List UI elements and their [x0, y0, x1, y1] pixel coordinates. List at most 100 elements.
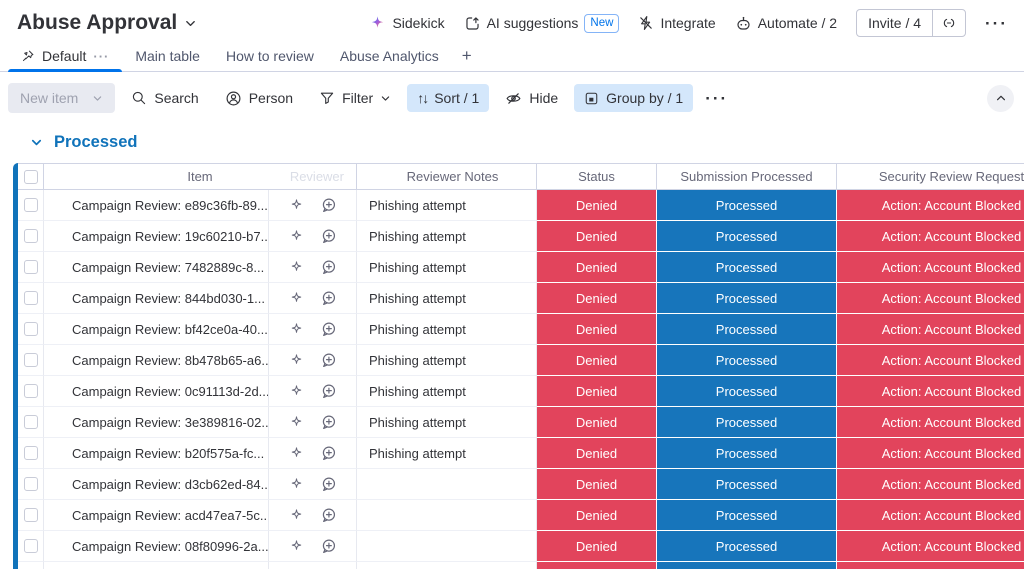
submission-processed-cell[interactable]: Processed: [657, 252, 837, 283]
submission-processed-cell[interactable]: Processed: [657, 469, 837, 500]
collapse-toolbar-button[interactable]: [987, 84, 1014, 112]
row-checkbox[interactable]: [23, 198, 38, 212]
row-checkbox[interactable]: [23, 415, 38, 429]
security-review-request-cell[interactable]: Action: Account Blocked: [837, 469, 1024, 500]
add-update-bubble-icon[interactable]: [320, 197, 337, 214]
row-checkbox[interactable]: [23, 291, 38, 305]
reviewer-notes-cell[interactable]: [357, 469, 537, 500]
sidekick-sparkle-icon[interactable]: [288, 507, 305, 524]
toolbar-more-menu[interactable]: ···: [705, 88, 729, 108]
sort-button[interactable]: ↑↓ Sort / 1: [407, 84, 490, 112]
copy-link-button[interactable]: [933, 10, 965, 36]
hide-button[interactable]: Hide: [495, 84, 568, 113]
status-cell[interactable]: Denied: [537, 469, 657, 500]
reviewer-notes-cell[interactable]: [357, 531, 537, 562]
group-by-button[interactable]: Group by / 1: [574, 84, 694, 112]
group-header-processed[interactable]: Processed: [0, 123, 1024, 163]
chevron-down-icon[interactable]: [30, 136, 43, 149]
ai-suggestions-button[interactable]: AI suggestions New: [464, 13, 620, 33]
tab-default[interactable]: Default ···: [8, 41, 123, 72]
add-update-bubble-icon[interactable]: [320, 259, 337, 276]
security-review-request-cell[interactable]: Action: Account Blocked: [837, 562, 1024, 569]
security-review-request-cell[interactable]: Action: Account Blocked: [837, 221, 1024, 252]
item-name-cell[interactable]: Campaign Review: bf42ce0a-40...: [44, 314, 269, 345]
chevron-down-icon[interactable]: [380, 93, 391, 104]
submission-processed-cell[interactable]: Processed: [657, 376, 837, 407]
invite-button[interactable]: Invite / 4: [857, 10, 934, 36]
add-update-bubble-icon[interactable]: [320, 414, 337, 431]
item-name-cell[interactable]: Campaign Review: d3cb62ed-84...: [44, 469, 269, 500]
status-cell[interactable]: Denied: [537, 345, 657, 376]
reviewer-notes-cell[interactable]: Phishing attempt: [357, 252, 537, 283]
item-name-cell[interactable]: [44, 562, 269, 569]
submission-processed-cell[interactable]: Processed: [657, 190, 837, 221]
chevron-down-icon[interactable]: [92, 93, 103, 104]
submission-processed-cell[interactable]: Processed: [657, 562, 837, 569]
item-name-cell[interactable]: Campaign Review: 8b478b65-a6...: [44, 345, 269, 376]
column-header-security-review-request[interactable]: Security Review Request: [837, 164, 1024, 189]
new-item-button[interactable]: New item: [8, 83, 116, 113]
add-update-bubble-icon[interactable]: [320, 290, 337, 307]
item-name-cell[interactable]: Campaign Review: 3e389816-02...: [44, 407, 269, 438]
status-cell[interactable]: Denied: [537, 376, 657, 407]
add-update-bubble-icon[interactable]: [320, 538, 337, 555]
security-review-request-cell[interactable]: Action: Account Blocked: [837, 252, 1024, 283]
row-checkbox[interactable]: [23, 477, 38, 491]
row-checkbox[interactable]: [23, 260, 38, 274]
item-name-cell[interactable]: Campaign Review: e89c36fb-89...: [44, 190, 269, 221]
submission-processed-cell[interactable]: Processed: [657, 345, 837, 376]
search-button[interactable]: Search: [121, 84, 208, 112]
item-name-cell[interactable]: Campaign Review: 844bd030-1...: [44, 283, 269, 314]
status-cell[interactable]: Denied: [537, 314, 657, 345]
sidekick-sparkle-icon[interactable]: [288, 290, 305, 307]
select-all-checkbox[interactable]: [23, 169, 38, 184]
security-review-request-cell[interactable]: Action: Account Blocked: [837, 500, 1024, 531]
sidekick-sparkle-icon[interactable]: [288, 383, 305, 400]
sidekick-button[interactable]: Sidekick: [369, 15, 445, 32]
security-review-request-cell[interactable]: Action: Account Blocked: [837, 345, 1024, 376]
add-update-bubble-icon[interactable]: [320, 228, 337, 245]
reviewer-notes-cell[interactable]: Phishing attempt: [357, 190, 537, 221]
item-name-cell[interactable]: Campaign Review: 19c60210-b7...: [44, 221, 269, 252]
submission-processed-cell[interactable]: Processed: [657, 407, 837, 438]
status-cell[interactable]: Denied: [537, 190, 657, 221]
status-cell[interactable]: Denied: [537, 562, 657, 569]
sidekick-sparkle-icon[interactable]: [288, 321, 305, 338]
status-cell[interactable]: Denied: [537, 500, 657, 531]
integrate-button[interactable]: Integrate: [638, 15, 716, 31]
security-review-request-cell[interactable]: Action: Account Blocked: [837, 438, 1024, 469]
item-name-cell[interactable]: Campaign Review: 0c91113d-2d...: [44, 376, 269, 407]
add-update-bubble-icon[interactable]: [320, 383, 337, 400]
row-checkbox[interactable]: [23, 508, 38, 522]
reviewer-notes-cell[interactable]: Phishing attempt: [357, 345, 537, 376]
tab-default-menu[interactable]: ···: [93, 48, 110, 64]
reviewer-notes-cell[interactable]: [357, 562, 537, 569]
sidekick-sparkle-icon[interactable]: [288, 228, 305, 245]
column-header-submission-processed[interactable]: Submission Processed: [657, 164, 837, 189]
filter-button[interactable]: Filter: [309, 84, 401, 112]
column-header-item[interactable]: Item Reviewer: [44, 164, 357, 189]
tab-abuse-analytics[interactable]: Abuse Analytics: [327, 41, 452, 71]
security-review-request-cell[interactable]: Action: Account Blocked: [837, 314, 1024, 345]
row-checkbox[interactable]: [23, 446, 38, 460]
automate-button[interactable]: Automate / 2: [735, 15, 837, 32]
row-checkbox[interactable]: [23, 322, 38, 336]
security-review-request-cell[interactable]: Action: Account Blocked: [837, 283, 1024, 314]
row-checkbox[interactable]: [23, 539, 38, 553]
security-review-request-cell[interactable]: Action: Account Blocked: [837, 376, 1024, 407]
status-cell[interactable]: Denied: [537, 407, 657, 438]
item-name-cell[interactable]: Campaign Review: b20f575a-fc...: [44, 438, 269, 469]
tab-how-to-review[interactable]: How to review: [213, 41, 327, 71]
sidekick-sparkle-icon[interactable]: [288, 445, 305, 462]
row-checkbox[interactable]: [23, 384, 38, 398]
status-cell[interactable]: Denied: [537, 531, 657, 562]
row-checkbox[interactable]: [23, 229, 38, 243]
reviewer-notes-cell[interactable]: Phishing attempt: [357, 438, 537, 469]
submission-processed-cell[interactable]: Processed: [657, 531, 837, 562]
reviewer-notes-cell[interactable]: Phishing attempt: [357, 221, 537, 252]
status-cell[interactable]: Denied: [537, 252, 657, 283]
item-name-cell[interactable]: Campaign Review: 7482889c-8...: [44, 252, 269, 283]
submission-processed-cell[interactable]: Processed: [657, 500, 837, 531]
add-update-bubble-icon[interactable]: [320, 476, 337, 493]
sidekick-sparkle-icon[interactable]: [288, 538, 305, 555]
